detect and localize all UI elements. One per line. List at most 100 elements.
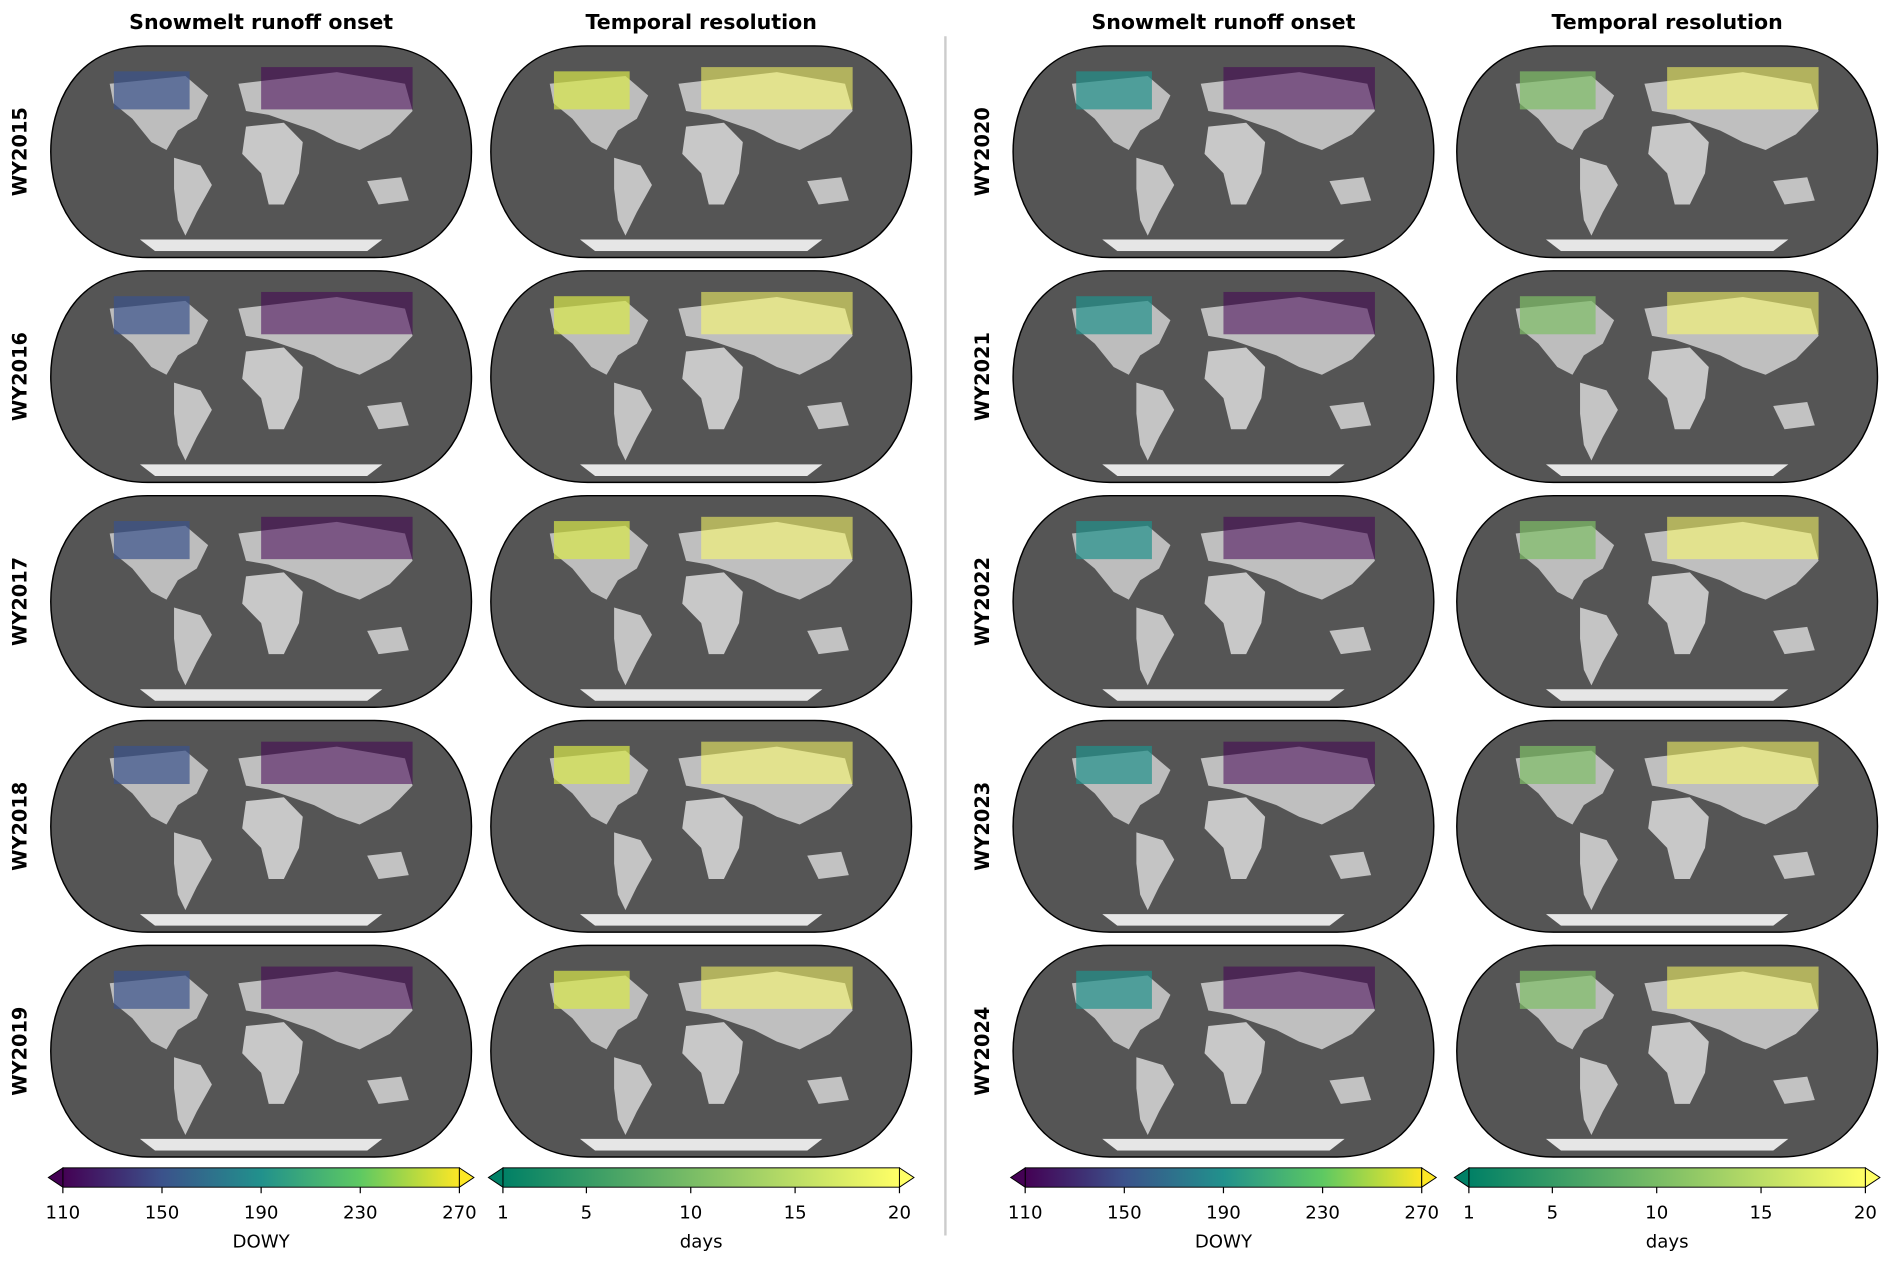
colorbar-tick-label: 150 xyxy=(145,1203,180,1224)
colorbar-label: DOWY xyxy=(1195,1232,1253,1253)
map-overlay xyxy=(1519,970,1596,1009)
colorbar-tick-label: 20 xyxy=(888,1203,911,1224)
map-outline xyxy=(1456,494,1879,708)
map-outline xyxy=(1012,719,1435,933)
colorbar-tick-label: 230 xyxy=(1305,1203,1340,1224)
colorbar-extend xyxy=(1453,1166,1470,1189)
map-overlay xyxy=(1076,745,1152,785)
map-overlay xyxy=(701,67,853,110)
colorbar xyxy=(502,1167,900,1188)
map-overlay xyxy=(1223,741,1375,785)
map-overlay xyxy=(553,296,630,335)
colorbar-tick-label: 270 xyxy=(1404,1203,1439,1224)
map-outline xyxy=(1456,944,1879,1158)
map-overlay xyxy=(261,67,413,110)
colorbar-tick-label: 1 xyxy=(1463,1203,1475,1224)
colorbar-tick-label: 5 xyxy=(581,1203,593,1224)
colorbar-label: DOWY xyxy=(233,1232,291,1253)
row-label: WY2022 xyxy=(971,557,994,646)
map-overlay xyxy=(553,71,630,110)
map-overlay xyxy=(1667,966,1819,1009)
colorbar-extend xyxy=(898,1166,915,1189)
map-overlay xyxy=(1076,521,1152,560)
column-title: Temporal resolution xyxy=(586,10,817,34)
map-outline xyxy=(490,719,913,933)
map-overlay xyxy=(553,521,630,560)
colorbar xyxy=(62,1167,460,1188)
map-overlay xyxy=(701,516,853,560)
map-overlay xyxy=(553,970,630,1009)
map-outline xyxy=(50,45,473,259)
row-label: WY2019 xyxy=(9,1007,32,1096)
map-overlay xyxy=(1519,745,1596,785)
colorbar-label: days xyxy=(680,1232,723,1253)
map-overlay xyxy=(261,741,413,785)
map-outline xyxy=(490,270,913,484)
colorbar-label: days xyxy=(1646,1232,1689,1253)
colorbar-extend xyxy=(47,1166,64,1189)
map-outline xyxy=(50,719,473,933)
row-label: WY2024 xyxy=(971,1007,994,1096)
map-outline xyxy=(490,45,913,259)
colorbar xyxy=(1468,1167,1866,1188)
map-overlay xyxy=(701,966,853,1009)
map-overlay xyxy=(113,970,190,1009)
colorbar-extend xyxy=(1864,1166,1881,1189)
colorbar-tick-label: 270 xyxy=(442,1203,477,1224)
map-overlay xyxy=(1519,71,1596,110)
map-overlay xyxy=(1076,296,1152,335)
colorbar-tick-label: 190 xyxy=(1206,1203,1241,1224)
map-outline xyxy=(1456,45,1879,259)
colorbar-tick-label: 15 xyxy=(1750,1203,1773,1224)
map-outline xyxy=(490,494,913,708)
colorbar-tick-label: 10 xyxy=(1645,1203,1668,1224)
colorbar-tick-label: 5 xyxy=(1547,1203,1559,1224)
map-outline xyxy=(50,494,473,708)
map-outline xyxy=(50,944,473,1158)
map-overlay xyxy=(1519,521,1596,560)
map-overlay xyxy=(553,745,630,785)
map-overlay xyxy=(1076,71,1152,110)
map-overlay xyxy=(113,521,190,560)
colorbar-extend xyxy=(487,1166,504,1189)
colorbar xyxy=(1024,1167,1423,1188)
colorbar-tick-label: 190 xyxy=(244,1203,279,1224)
map-overlay xyxy=(1667,291,1819,335)
map-overlay xyxy=(1667,67,1819,110)
row-label: WY2015 xyxy=(9,107,32,196)
map-overlay xyxy=(1667,516,1819,560)
map-overlay xyxy=(701,741,853,785)
map-overlay xyxy=(113,296,190,335)
map-outline xyxy=(1456,270,1879,484)
colorbar-tick-label: 15 xyxy=(784,1203,807,1224)
map-overlay xyxy=(1223,966,1375,1009)
colorbar-extend xyxy=(1009,1166,1026,1189)
colorbar-tick-label: 110 xyxy=(46,1203,81,1224)
map-outline xyxy=(1012,944,1435,1158)
map-outline xyxy=(490,944,913,1158)
colorbar-tick-label: 150 xyxy=(1107,1203,1142,1224)
colorbar-extend xyxy=(458,1166,475,1189)
row-label: WY2023 xyxy=(971,782,994,871)
colorbar-tick-label: 20 xyxy=(1854,1203,1877,1224)
map-overlay xyxy=(113,745,190,785)
row-label: WY2017 xyxy=(9,557,32,646)
map-overlay xyxy=(1076,970,1152,1009)
colorbar-tick-label: 1 xyxy=(497,1203,509,1224)
map-outline xyxy=(1012,270,1435,484)
row-label: WY2021 xyxy=(971,332,994,421)
column-title: Temporal resolution xyxy=(1551,10,1782,34)
map-outline xyxy=(1456,719,1879,933)
map-overlay xyxy=(1223,67,1375,110)
colorbar-tick-label: 230 xyxy=(343,1203,378,1224)
column-title: Snowmelt runoff onset xyxy=(129,10,393,34)
map-overlay xyxy=(261,516,413,560)
map-overlay xyxy=(1223,516,1375,560)
map-overlay xyxy=(701,291,853,335)
row-label: WY2020 xyxy=(971,107,994,196)
colorbar-extend xyxy=(1421,1166,1438,1189)
column-title: Snowmelt runoff onset xyxy=(1091,10,1355,34)
map-outline xyxy=(1012,494,1435,708)
map-outline xyxy=(1012,45,1435,259)
